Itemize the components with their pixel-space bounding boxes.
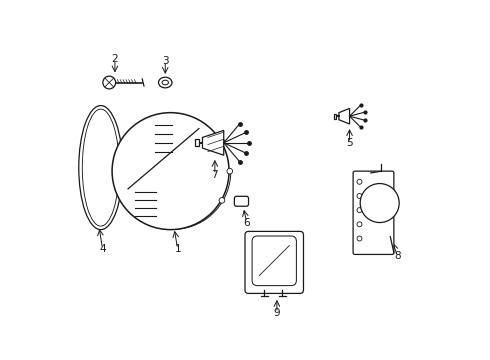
FancyBboxPatch shape bbox=[353, 171, 394, 255]
Polygon shape bbox=[339, 108, 349, 124]
Ellipse shape bbox=[112, 113, 229, 230]
Ellipse shape bbox=[159, 77, 172, 88]
Circle shape bbox=[357, 222, 362, 227]
Text: 6: 6 bbox=[244, 217, 250, 228]
Circle shape bbox=[103, 76, 116, 89]
FancyBboxPatch shape bbox=[245, 231, 303, 293]
Text: 4: 4 bbox=[99, 244, 106, 254]
Ellipse shape bbox=[162, 80, 169, 85]
FancyBboxPatch shape bbox=[196, 139, 199, 146]
Circle shape bbox=[357, 193, 362, 198]
Text: 5: 5 bbox=[346, 138, 353, 148]
Text: 3: 3 bbox=[162, 56, 169, 66]
Circle shape bbox=[357, 236, 362, 241]
Text: 2: 2 bbox=[112, 54, 118, 64]
Circle shape bbox=[227, 168, 233, 174]
Text: 1: 1 bbox=[174, 244, 181, 254]
FancyBboxPatch shape bbox=[334, 114, 336, 119]
Circle shape bbox=[219, 139, 225, 145]
Text: 9: 9 bbox=[273, 308, 280, 318]
Circle shape bbox=[357, 208, 362, 213]
FancyBboxPatch shape bbox=[252, 236, 296, 285]
Text: 7: 7 bbox=[212, 170, 218, 180]
Circle shape bbox=[219, 198, 225, 203]
Text: 8: 8 bbox=[394, 251, 401, 261]
FancyBboxPatch shape bbox=[234, 196, 248, 206]
Circle shape bbox=[357, 179, 362, 184]
Circle shape bbox=[360, 184, 399, 222]
Polygon shape bbox=[202, 130, 224, 155]
